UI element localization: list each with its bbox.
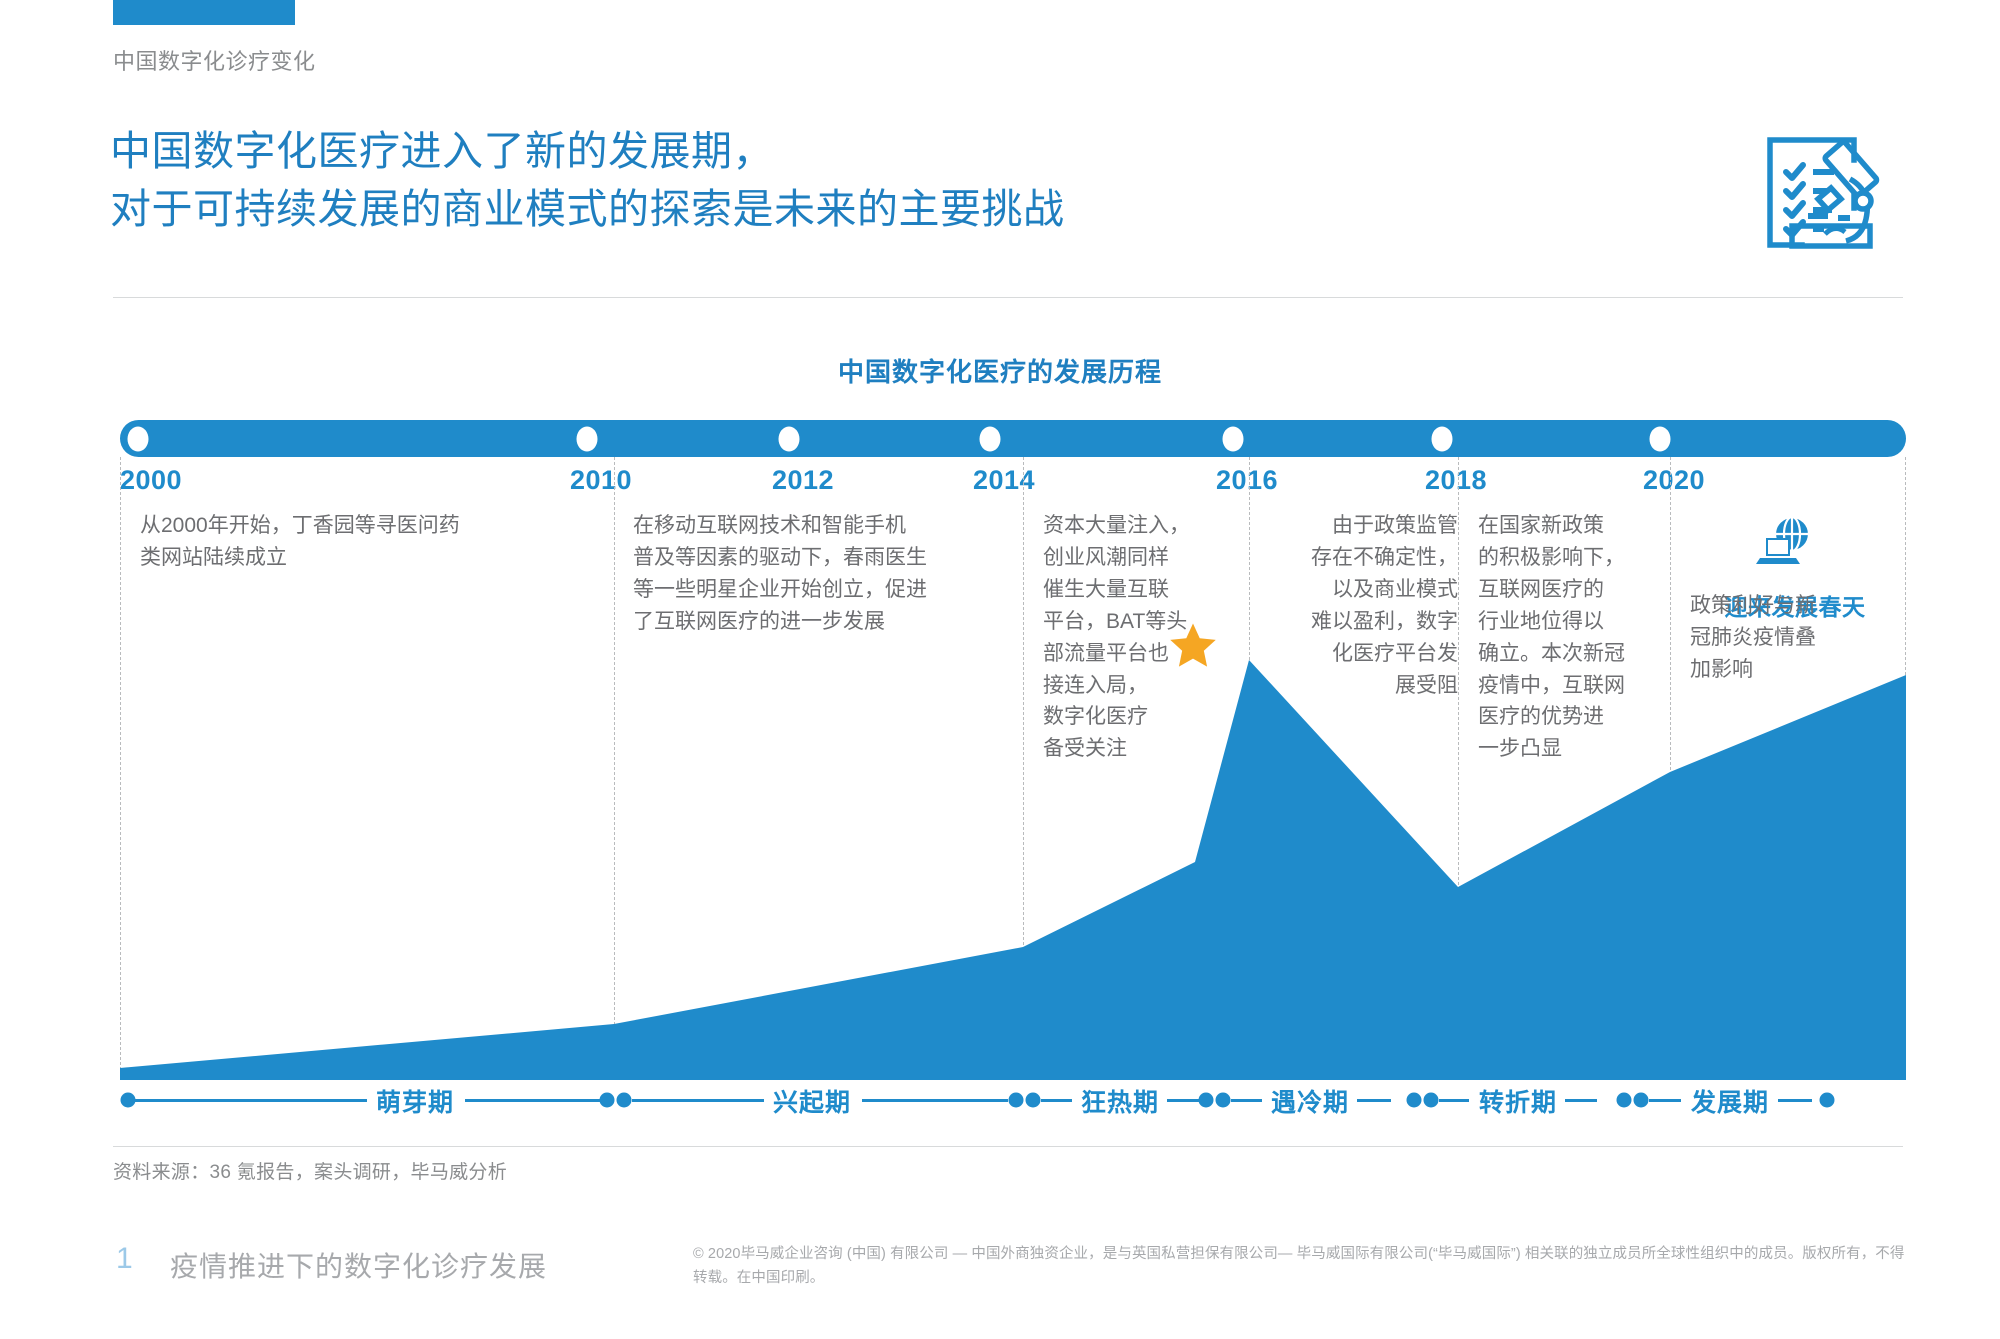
phase-label-1: 萌芽期 bbox=[366, 1083, 464, 1119]
phase-connector bbox=[1167, 1099, 1199, 1102]
timeline-column-2020: 政策利好与新 冠肺炎疫情叠 加影响 bbox=[1690, 594, 1816, 681]
header-divider bbox=[113, 297, 1903, 298]
year-label-2000: 2000 bbox=[120, 465, 183, 495]
column-separator bbox=[1670, 457, 1671, 1080]
phase-connector bbox=[862, 1099, 1008, 1102]
headline-line-2: 对于可持续发展的商业模式的探索是未来的主要挑战 bbox=[110, 186, 1065, 233]
phase-divider-dot bbox=[1008, 1092, 1024, 1108]
column-separator bbox=[1458, 457, 1459, 1080]
phase-connector bbox=[1649, 1099, 1681, 1102]
column-separator bbox=[1023, 457, 1024, 1080]
kicker-label: 中国数字化诊疗变化 bbox=[113, 49, 316, 74]
column-separator bbox=[120, 457, 121, 1080]
phase-divider-dot bbox=[1215, 1092, 1231, 1108]
laptop-globe-icon bbox=[1752, 512, 1818, 574]
phase-connector bbox=[1439, 1099, 1469, 1102]
phase-label-3: 狂热期 bbox=[1071, 1083, 1169, 1119]
page-title: 中国数字化医疗进入了新的发展期， 对于可持续发展的商业模式的探索是未来的主要挑战 bbox=[110, 122, 1065, 238]
phase-divider-dot bbox=[1633, 1092, 1649, 1108]
phase-connector bbox=[1357, 1099, 1391, 1102]
phase-divider-dot bbox=[599, 1092, 615, 1108]
phase-label-2: 兴起期 bbox=[763, 1083, 861, 1119]
year-label-2018: 2018 bbox=[1425, 465, 1488, 495]
phase-connector bbox=[1041, 1099, 1073, 1102]
clipboard-microscope-icon bbox=[1762, 130, 1902, 255]
phase-divider-dot bbox=[1423, 1092, 1439, 1108]
phase-divider-dot bbox=[1198, 1092, 1214, 1108]
headline-line-1: 中国数字化医疗进入了新的发展期， bbox=[110, 128, 774, 174]
timeline-bar bbox=[120, 420, 1906, 457]
year-label-2016: 2016 bbox=[1216, 465, 1279, 495]
footer-divider bbox=[113, 1146, 1903, 1147]
year-label-2012: 2012 bbox=[772, 465, 835, 495]
phase-label-5: 转折期 bbox=[1469, 1083, 1567, 1119]
timeline-column-2010: 在移动互联网技术和智能手机 普及等因素的驱动下，春雨医生 等一些明星企业开始创立… bbox=[633, 514, 927, 633]
timeline-marker-2020 bbox=[1649, 426, 1671, 451]
timeline-column-2012: 资本大量注入， 创业风潮同样 催生大量互联 平台，BAT等头 部流量平台也 接连… bbox=[1043, 514, 1190, 761]
timeline-column-2016: 在国家新政策 的积极影响下， 互联网医疗的 行业地位得以 确立。本次新冠 疫情中… bbox=[1478, 514, 1625, 761]
source-note: 资料来源：36 氪报告，案头调研，毕马威分析 bbox=[113, 1162, 508, 1183]
timeline-column-2014: 由于政策监管 存在不确定性， 以及商业模式 难以盈利，数字 化医疗平台发 展受阻 bbox=[1311, 514, 1458, 697]
phase-connector bbox=[1565, 1099, 1597, 1102]
phase-endpoint-start bbox=[120, 1092, 136, 1108]
phase-endpoint-end bbox=[1819, 1092, 1835, 1108]
timeline-marker-2012 bbox=[778, 426, 800, 451]
column-2020-heading: 迎来发展春天 bbox=[1724, 594, 1866, 620]
timeline-column-2000: 从2000年开始，丁香园等寻医问药 类网站陆续成立 bbox=[140, 514, 460, 569]
year-label-2020: 2020 bbox=[1643, 465, 1706, 495]
page-number: 1 bbox=[116, 1242, 133, 1275]
peak-star-marker bbox=[1166, 620, 1220, 672]
phase-divider-dot bbox=[1406, 1092, 1422, 1108]
phase-divider-dot bbox=[1025, 1092, 1041, 1108]
phase-axis: 萌芽期 兴起期 狂热期 遇冷期 转折期 发展期 bbox=[120, 1083, 1906, 1119]
timeline-marker-2010 bbox=[576, 426, 598, 451]
phase-connector bbox=[632, 1099, 770, 1102]
timeline-marker-2000 bbox=[127, 426, 149, 451]
phase-label-4: 遇冷期 bbox=[1261, 1083, 1359, 1119]
timeline-marker-2016 bbox=[1222, 426, 1244, 451]
phase-divider-dot bbox=[616, 1092, 632, 1108]
area-chart-plot bbox=[120, 457, 1906, 1080]
top-accent-tab bbox=[113, 0, 295, 25]
timeline-chart: 2000 2010 2012 2014 2016 2018 2020 bbox=[120, 420, 1906, 1080]
year-label-2014: 2014 bbox=[973, 465, 1036, 495]
phase-connector bbox=[1778, 1099, 1812, 1102]
year-axis: 2000 2010 2012 2014 2016 2018 2020 bbox=[120, 465, 1906, 499]
timeline-marker-2018 bbox=[1431, 426, 1453, 451]
year-label-2010: 2010 bbox=[570, 465, 633, 495]
phase-connector bbox=[1231, 1099, 1263, 1102]
footer-title: 疫情推进下的数字化诊疗发展 bbox=[170, 1251, 548, 1282]
column-separator bbox=[614, 457, 615, 1080]
chart-title: 中国数字化医疗的发展历程 bbox=[837, 357, 1162, 387]
phase-label-6: 发展期 bbox=[1681, 1083, 1779, 1119]
phase-divider-dot bbox=[1616, 1092, 1632, 1108]
phase-connector bbox=[465, 1099, 609, 1102]
phase-connector bbox=[134, 1099, 372, 1102]
timeline-marker-2014 bbox=[979, 426, 1001, 451]
copyright-text: © 2020毕马威企业咨询 (中国) 有限公司 — 中国外商独资企业，是与英国私… bbox=[693, 1246, 1905, 1286]
